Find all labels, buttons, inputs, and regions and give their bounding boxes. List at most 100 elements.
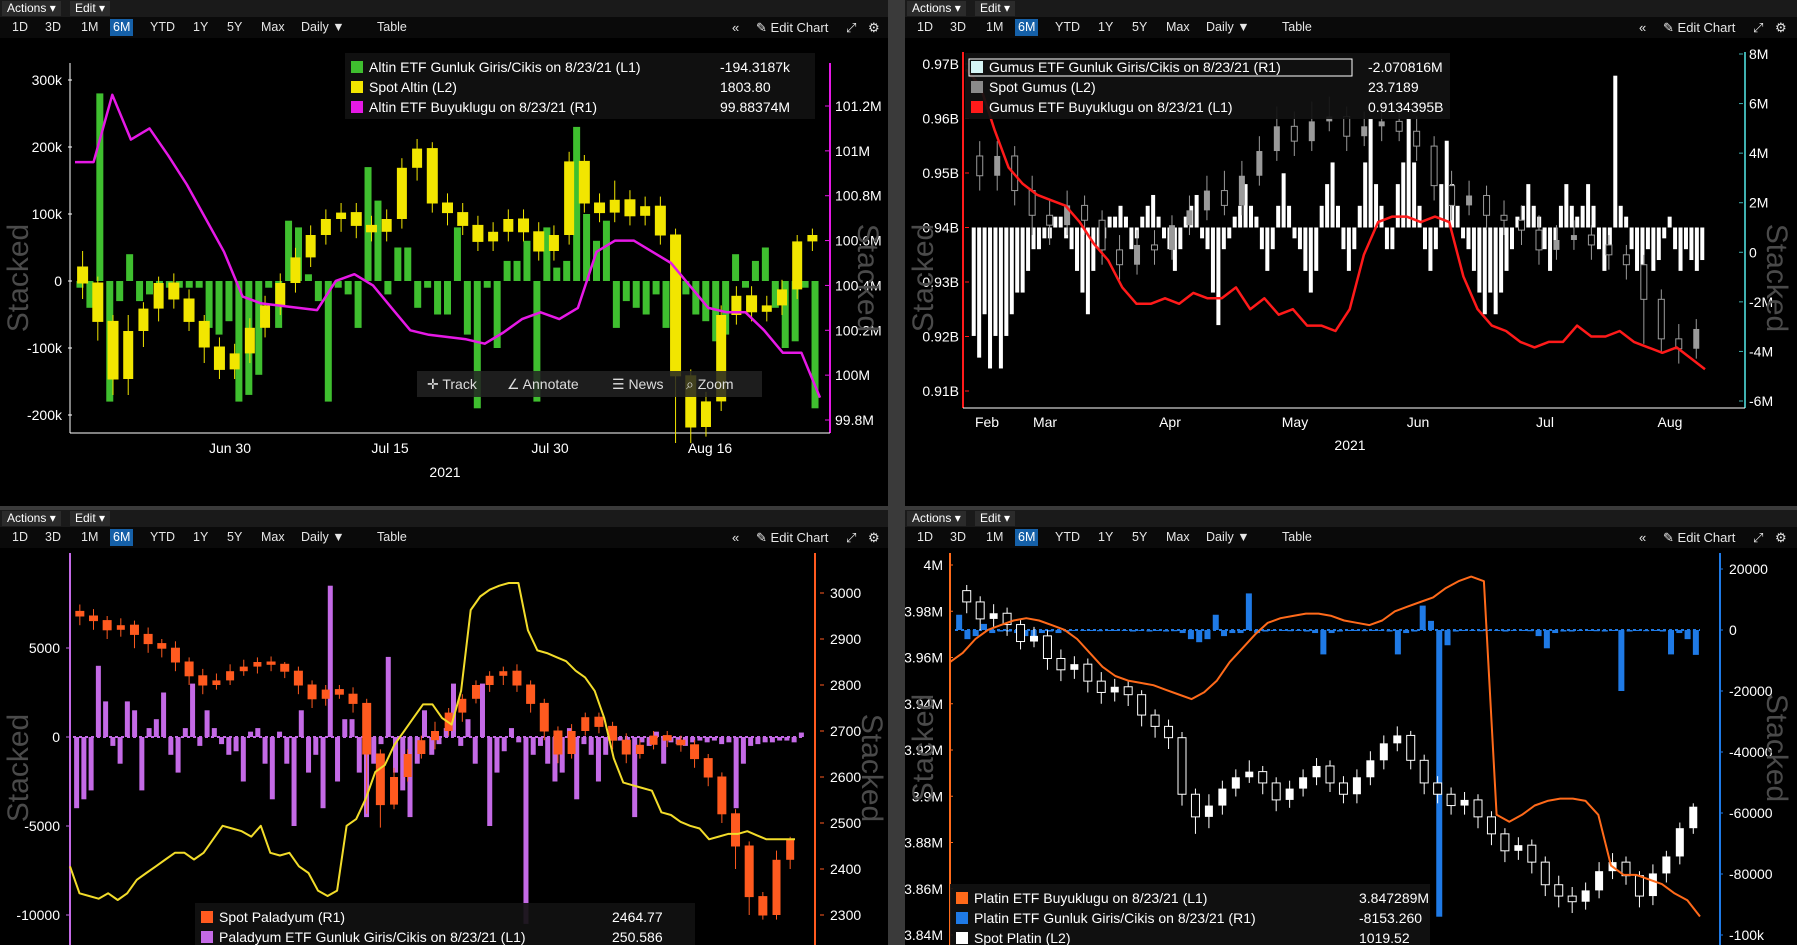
range-6m[interactable]: 6M <box>1015 19 1039 36</box>
range-1d[interactable]: 1D <box>917 530 933 544</box>
collapse-icon[interactable]: « <box>1639 530 1647 545</box>
range-1y[interactable]: 1Y <box>193 20 209 34</box>
frequency-select[interactable]: Daily ▼ <box>1206 530 1250 544</box>
collapse-icon[interactable]: « <box>1639 20 1647 35</box>
flow-bar <box>487 737 493 826</box>
range-max[interactable]: Max <box>261 20 285 34</box>
table-button[interactable]: Table <box>1282 530 1312 544</box>
flow-bar <box>972 630 979 637</box>
legend-value: 0.9134395B <box>1368 99 1444 115</box>
candle <box>1285 788 1294 800</box>
flow-bar <box>1613 75 1618 228</box>
flow-bar <box>1477 630 1484 632</box>
gear-icon[interactable]: ⚙ <box>1775 530 1787 545</box>
range-5y[interactable]: 5Y <box>1132 20 1148 34</box>
range-1y[interactable]: 1Y <box>1098 530 1114 544</box>
range-6m[interactable]: 6M <box>110 529 134 546</box>
collapse-icon[interactable]: « <box>732 20 740 35</box>
flow-bar <box>1058 216 1063 228</box>
chart-paladyum[interactable]: 5000 0 -5000 -10000 3000 2900 2800 2700 2600 2500… <box>0 548 888 945</box>
range-5y[interactable]: 5Y <box>227 530 243 544</box>
expand-icon[interactable]: ⤢ <box>846 530 857 545</box>
range-1d[interactable]: 1D <box>12 20 28 34</box>
range-1m[interactable]: 1M <box>81 20 99 34</box>
axis-tick-label: 100.2M <box>835 322 882 338</box>
range-ytd[interactable]: YTD <box>1055 20 1080 34</box>
range-6m[interactable]: 6M <box>110 19 134 36</box>
actions-menu[interactable]: Actions ▾ <box>907 1 966 16</box>
axis-tick-label: 0 <box>1729 622 1737 638</box>
flow-bar <box>1091 227 1096 271</box>
gear-icon[interactable]: ⚙ <box>868 530 880 545</box>
range-toolbar: 1D 3D 1M 6M YTD 1Y 5Y Max Daily ▼ Table … <box>905 527 1797 548</box>
range-6m[interactable]: 6M <box>1015 529 1039 546</box>
range-1m[interactable]: 1M <box>986 530 1004 544</box>
range-1m[interactable]: 1M <box>81 530 99 544</box>
range-max[interactable]: Max <box>261 530 285 544</box>
chart-platin[interactable]: 4M 3.98M 3.96M 3.94M 3.92M 3.9M 3.88M 3.86M 3.84… <box>905 548 1797 945</box>
range-ytd[interactable]: YTD <box>150 20 175 34</box>
range-5y[interactable]: 5Y <box>1132 530 1148 544</box>
chart-altin[interactable]: 300k 200k 100k 0 -100k -200k 101.2M 101M 100.8M 1… <box>0 38 888 506</box>
range-3d[interactable]: 3D <box>950 530 966 544</box>
frequency-select[interactable]: Daily ▼ <box>301 530 345 544</box>
table-button[interactable]: Table <box>377 20 407 34</box>
expand-icon[interactable]: ⤢ <box>1753 530 1764 545</box>
actions-menu[interactable]: Actions ▾ <box>2 1 61 16</box>
flow-bar <box>436 737 442 745</box>
flow-bar <box>1036 227 1041 250</box>
candle <box>129 624 139 635</box>
edit-chart-button[interactable]: ✎ Edit Chart <box>756 529 828 546</box>
gear-icon[interactable]: ⚙ <box>1775 20 1787 35</box>
chart-gumus[interactable]: 0.97B 0.96B 0.95B 0.94B 0.93B 0.92B 0.91B 8M 6M 4… <box>905 38 1797 506</box>
table-button[interactable]: Table <box>377 530 407 544</box>
flow-bar <box>781 281 789 348</box>
frequency-select[interactable]: Daily ▼ <box>1206 20 1250 34</box>
range-1d[interactable]: 1D <box>12 530 28 544</box>
edit-menu[interactable]: Edit ▾ <box>70 511 111 526</box>
flow-bar <box>86 281 94 308</box>
actions-menu[interactable]: Actions ▾ <box>2 511 61 526</box>
range-3d[interactable]: 3D <box>950 20 966 34</box>
flow-bar <box>1629 227 1634 250</box>
range-max[interactable]: Max <box>1166 530 1190 544</box>
actions-menu[interactable]: Actions ▾ <box>907 511 966 526</box>
gear-icon[interactable]: ⚙ <box>868 20 880 35</box>
edit-chart-button[interactable]: ✎ Edit Chart <box>1663 529 1735 546</box>
axis-tick-label: 0.92B <box>922 329 959 345</box>
collapse-icon[interactable]: « <box>732 530 740 545</box>
flow-bar <box>205 281 213 328</box>
range-3d[interactable]: 3D <box>45 20 61 34</box>
table-button[interactable]: Table <box>1282 20 1312 34</box>
axis-tick-label: 3.92M <box>905 742 943 758</box>
flow-bar <box>533 281 541 402</box>
x-tick-label: Feb <box>975 414 999 430</box>
range-1y[interactable]: 1Y <box>1098 20 1114 34</box>
frequency-select[interactable]: Daily ▼ <box>301 20 345 34</box>
edit-menu[interactable]: Edit ▾ <box>975 511 1016 526</box>
edit-chart-button[interactable]: ✎ Edit Chart <box>1663 19 1735 36</box>
range-ytd[interactable]: YTD <box>150 530 175 544</box>
flow-bar <box>1553 227 1558 250</box>
legend-label: Gumus ETF Buyuklugu on 8/23/21 (L1) <box>989 99 1233 115</box>
edit-chart-button[interactable]: ✎ Edit Chart <box>756 19 828 36</box>
candle <box>457 212 469 226</box>
range-1m[interactable]: 1M <box>986 20 1004 34</box>
pencil-icon: ✎ <box>756 20 767 35</box>
range-max[interactable]: Max <box>1166 20 1190 34</box>
range-5y[interactable]: 5Y <box>227 20 243 34</box>
range-3d[interactable]: 3D <box>45 530 61 544</box>
range-ytd[interactable]: YTD <box>1055 530 1080 544</box>
expand-icon[interactable]: ⤢ <box>846 20 857 35</box>
flow-bar <box>1336 205 1340 228</box>
range-1y[interactable]: 1Y <box>193 530 209 544</box>
range-1d[interactable]: 1D <box>917 20 933 34</box>
x-tick-label: Jun <box>1407 414 1430 430</box>
flow-bar <box>1504 227 1509 271</box>
edit-menu[interactable]: Edit ▾ <box>975 1 1016 16</box>
flow-bar <box>755 737 761 745</box>
candle <box>975 601 985 620</box>
edit-menu[interactable]: Edit ▾ <box>70 1 111 16</box>
expand-icon[interactable]: ⤢ <box>1753 20 1764 35</box>
flow-bar <box>1105 630 1112 631</box>
